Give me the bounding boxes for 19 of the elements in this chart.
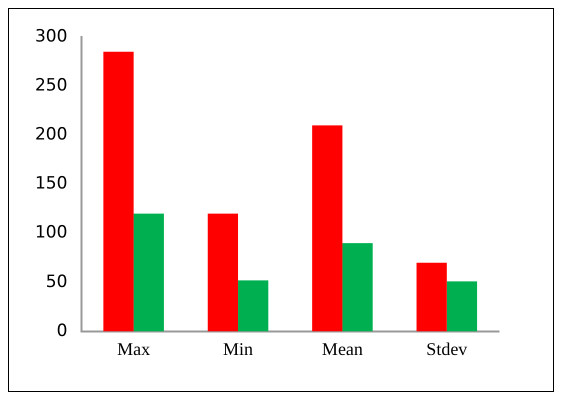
y-tick-label: 0 [56, 320, 68, 341]
y-tick-label: 100 [34, 222, 68, 243]
bar [446, 281, 478, 332]
y-tick-label: 50 [46, 272, 68, 292]
bar [416, 262, 447, 332]
bar [103, 52, 134, 332]
y-tick-label: 250 [34, 75, 68, 96]
bar [342, 243, 373, 332]
y-tick-label: 200 [34, 124, 68, 145]
bar [312, 125, 342, 332]
bar [238, 280, 268, 332]
x-tick-label: Max [117, 338, 150, 359]
bar [134, 214, 164, 332]
x-tick-label: Mean [322, 338, 363, 359]
bar [208, 214, 238, 332]
x-tick-label: Min [223, 338, 254, 359]
x-tick-label: Stdev [426, 338, 468, 359]
y-tick-label: 300 [34, 26, 68, 46]
y-tick-label: 150 [34, 174, 68, 194]
